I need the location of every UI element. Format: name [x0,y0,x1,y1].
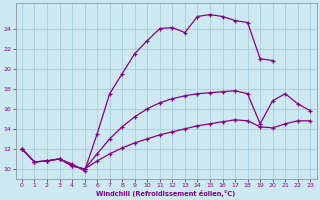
X-axis label: Windchill (Refroidissement éolien,°C): Windchill (Refroidissement éolien,°C) [96,190,236,197]
